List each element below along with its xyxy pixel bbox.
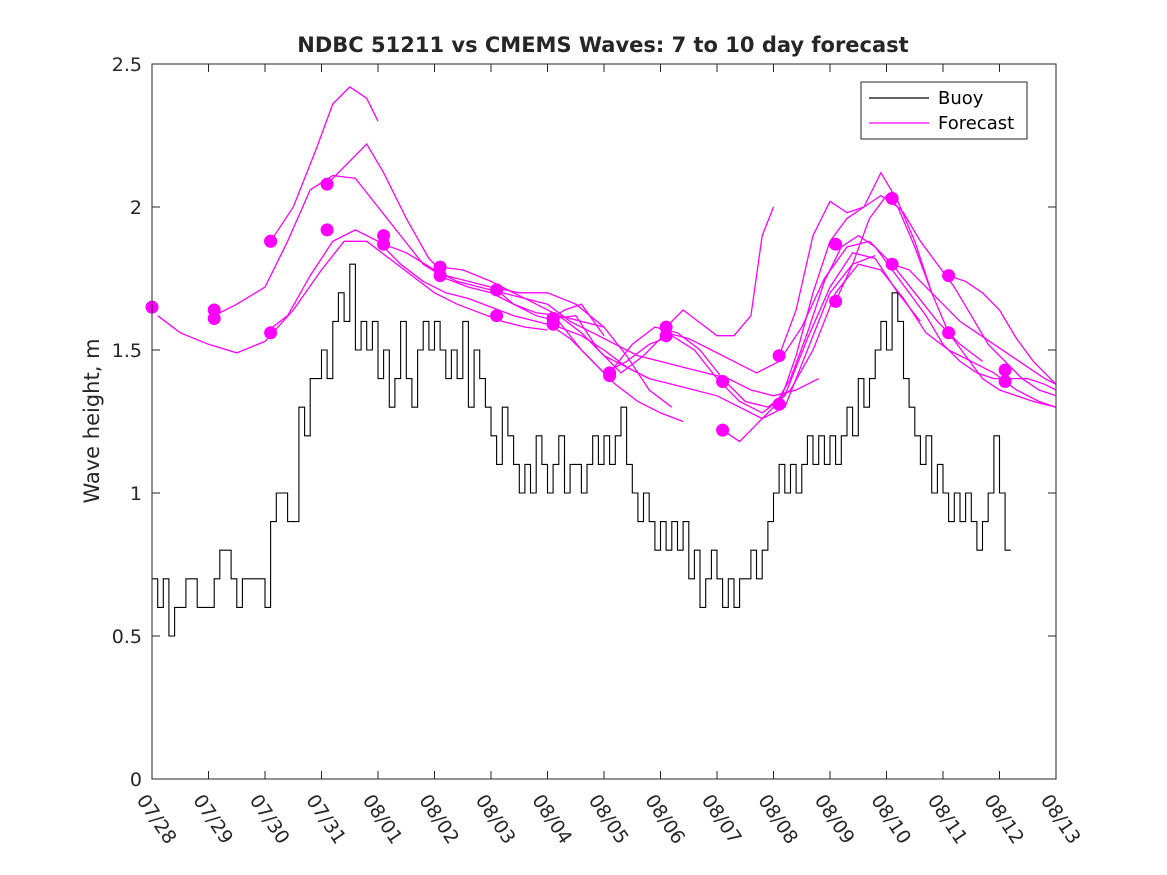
forecast-marker	[490, 309, 504, 323]
forecast-line	[440, 254, 876, 420]
forecast-marker	[829, 237, 843, 251]
forecast-marker	[264, 234, 278, 248]
plot-area: 07/28 07/29 07/30 07/31 08/01 08/02 08/03 08/04…	[112, 54, 1085, 848]
forecast-marker	[603, 369, 617, 383]
forecast-marker	[320, 177, 334, 191]
legend: Buoy Forecast	[860, 81, 1028, 140]
forecast-marker	[772, 349, 786, 363]
forecast-line	[213, 174, 605, 328]
forecast-line	[264, 229, 650, 380]
y-tick-label: 0.5	[112, 626, 142, 648]
forecast-marker	[716, 423, 730, 437]
x-tick-label: 08/05	[584, 790, 633, 848]
x-tick-label: 07/29	[188, 790, 237, 848]
x-tick-label: 08/11	[923, 790, 972, 848]
forecast-marker	[772, 397, 786, 411]
forecast-line	[553, 240, 983, 374]
buoy-series	[152, 263, 1011, 637]
forecast-line	[157, 240, 548, 354]
x-tick-label: 08/08	[753, 790, 802, 848]
buoy-line	[152, 263, 1011, 637]
y-tick-label: 1.5	[112, 340, 142, 362]
forecast-marker	[942, 326, 956, 340]
forecast-line	[552, 326, 684, 423]
forecast-line	[270, 86, 379, 242]
x-tick-label: 08/02	[414, 790, 463, 848]
y-tick-label: 0	[130, 769, 142, 791]
forecast-line	[948, 274, 1057, 385]
x-tick-label: 08/03	[471, 790, 520, 848]
y-axis-label: Wave height, m	[80, 338, 104, 503]
forecast-line	[496, 252, 921, 414]
forecast-line	[778, 171, 933, 356]
forecast-marker	[829, 294, 843, 308]
y-axis-ticks: 0 0.5 1 1.5 2 2.5	[112, 54, 1056, 791]
x-tick-label: 08/09	[810, 790, 859, 848]
forecast-marker	[998, 375, 1012, 388]
forecast-marker	[490, 283, 504, 297]
plot-background	[152, 64, 1056, 779]
forecast-marker	[264, 326, 278, 340]
forecast-marker	[546, 317, 560, 331]
forecast-marker	[998, 363, 1012, 377]
x-tick-label: 08/01	[358, 790, 407, 848]
legend-label: Buoy	[938, 88, 984, 109]
forecast-marker	[659, 329, 673, 343]
forecast-marker	[885, 257, 899, 271]
x-tick-label: 07/28	[132, 790, 181, 848]
chart-title: NDBC 51211 vs CMEMS Waves: 7 to 10 day f…	[297, 33, 908, 57]
plot-frame	[151, 63, 1057, 780]
forecast-line	[891, 263, 1057, 385]
forecast-markers	[145, 177, 1012, 437]
forecast-line	[383, 243, 819, 397]
y-tick-label: 2	[130, 197, 142, 219]
forecast-marker	[320, 223, 334, 237]
legend-label: Forecast	[938, 113, 1014, 134]
x-tick-label: 08/10	[866, 790, 915, 848]
forecast-marker	[885, 191, 899, 205]
x-tick-label: 07/31	[301, 790, 350, 848]
forecast-line	[609, 263, 1057, 408]
forecast-marker	[716, 375, 730, 388]
legend-box	[860, 81, 1028, 140]
forecast-marker	[433, 269, 447, 283]
x-tick-label: 08/04	[527, 790, 576, 848]
forecast-marker	[377, 237, 391, 251]
x-tick-label: 08/07	[697, 790, 746, 848]
x-tick-label: 08/13	[1036, 790, 1085, 848]
forecast-marker	[942, 269, 956, 283]
forecast-line	[778, 194, 1057, 408]
y-tick-label: 1	[130, 483, 142, 505]
x-tick-label: 08/06	[640, 790, 689, 848]
y-tick-label: 2.5	[112, 54, 142, 76]
x-tick-label: 08/12	[979, 790, 1028, 848]
forecast-line	[326, 143, 673, 408]
x-tick-label: 07/30	[245, 790, 294, 848]
forecast-marker	[207, 312, 221, 325]
forecast-line	[665, 206, 775, 337]
